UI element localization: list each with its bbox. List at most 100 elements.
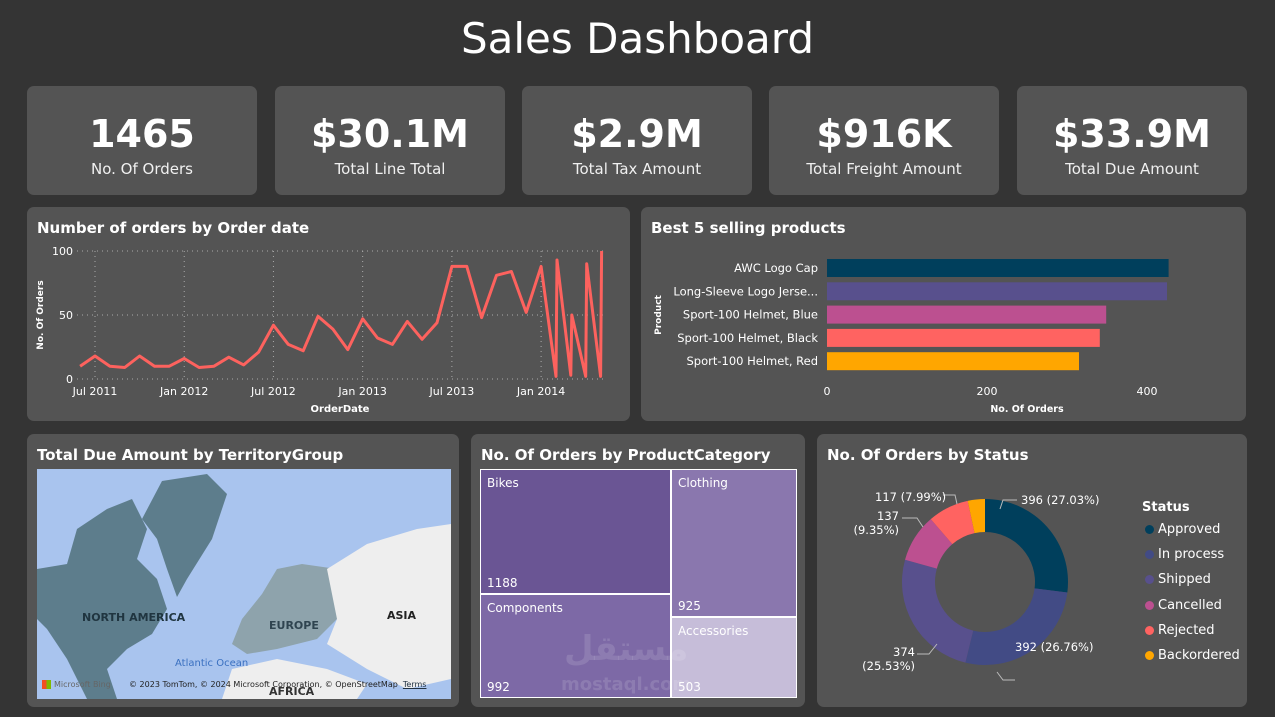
kpi-label: Total Freight Amount bbox=[806, 160, 962, 178]
y-tick-label: 100 bbox=[52, 245, 73, 258]
north-america-shape bbox=[37, 499, 167, 699]
map-label-europe: EUROPE bbox=[269, 619, 319, 632]
legend-item[interactable]: Approved bbox=[1145, 522, 1220, 537]
data-label-approved: 396 (27.03%) bbox=[1021, 493, 1100, 507]
legend-item[interactable]: Shipped bbox=[1145, 572, 1211, 587]
treemap-tile-components[interactable]: Components 992 bbox=[480, 594, 671, 698]
chart-title: Total Due Amount by TerritoryGroup bbox=[37, 446, 344, 464]
tile-value: 503 bbox=[678, 680, 701, 694]
legend-dot-icon bbox=[1145, 600, 1154, 610]
x-tick-label: 200 bbox=[977, 385, 998, 398]
map-label-north-america: NORTH AMERICA bbox=[82, 611, 186, 624]
donut-slice-cancelled bbox=[905, 519, 953, 569]
kpi-card-line-total: $30.1M Total Line Total bbox=[275, 86, 505, 195]
page-title: Sales Dashboard bbox=[460, 14, 814, 63]
bar bbox=[827, 352, 1079, 371]
data-label-shipped: 374 (25.53%) bbox=[862, 645, 915, 673]
leader-line bbox=[943, 494, 958, 505]
bing-brand-text: Microsoft Bing bbox=[54, 680, 111, 689]
europe-shape bbox=[232, 564, 337, 654]
data-label-in-process: 392 (26.76%) bbox=[1015, 640, 1094, 654]
leader-line bbox=[917, 643, 938, 655]
kpi-value: $30.1M bbox=[310, 112, 469, 156]
data-label-cancelled: 137 (9.35%) bbox=[853, 509, 899, 537]
asia-shape bbox=[327, 524, 451, 689]
legend-item[interactable]: In process bbox=[1145, 547, 1224, 562]
donut-slice-backordered bbox=[967, 499, 985, 534]
bing-logo: Microsoft Bing bbox=[42, 680, 111, 689]
y-axis-title: No. Of Orders bbox=[36, 280, 46, 349]
map-label-atlantic: Atlantic Ocean bbox=[175, 658, 248, 669]
donut-slice-in-process bbox=[965, 588, 1068, 665]
legend-label: Cancelled bbox=[1158, 597, 1222, 613]
category-label: Long-Sleeve Logo Jerse... bbox=[673, 284, 818, 298]
x-tick-label: 400 bbox=[1137, 385, 1158, 398]
y-tick-label: 50 bbox=[59, 309, 73, 322]
line-chart-panel[interactable]: Number of orders by Order date No. Of Or… bbox=[27, 207, 630, 421]
donut-slice-rejected bbox=[930, 500, 975, 545]
bar-chart: Product No. Of Orders 0 200 400 AWC Logo Ca… bbox=[654, 259, 1169, 415]
africa-shape bbox=[222, 659, 367, 699]
kpi-card-orders: 1465 No. Of Orders bbox=[27, 86, 257, 195]
bar bbox=[827, 282, 1167, 301]
x-tick-label: Jul 2013 bbox=[428, 385, 474, 398]
attribution-text[interactable]: © 2023 TomTom, © 2024 Microsoft Corporat… bbox=[129, 680, 398, 689]
kpi-label: Total Line Total bbox=[334, 160, 446, 178]
kpi-value: $916K bbox=[816, 112, 952, 156]
x-tick-label: Jul 2011 bbox=[72, 385, 118, 398]
tile-label: Components bbox=[487, 601, 563, 615]
map-canvas[interactable]: NORTH AMERICA EUROPE ASIA Atlantic Ocean… bbox=[37, 469, 451, 699]
legend-label: Approved bbox=[1158, 522, 1221, 537]
data-label-rejected: 117 (7.99%) bbox=[875, 490, 947, 504]
chart-title: No. Of Orders by ProductCategory bbox=[481, 446, 771, 464]
x-tick-label: Jul 2012 bbox=[250, 385, 296, 398]
treemap-tile-bikes[interactable]: Bikes 1188 bbox=[480, 469, 671, 594]
donut-chart-panel[interactable]: No. Of Orders by Status Status Approved I… bbox=[817, 434, 1247, 707]
y-tick-label: 0 bbox=[66, 373, 73, 386]
legend-dot-icon bbox=[1145, 651, 1154, 660]
chart-title: Best 5 selling products bbox=[651, 219, 846, 237]
x-tick-label: Jan 2014 bbox=[516, 385, 565, 398]
y-axis-title: Product bbox=[654, 294, 664, 334]
leader-line bbox=[999, 499, 1017, 510]
chart-title: Number of orders by Order date bbox=[37, 219, 310, 237]
kpi-card-due: $33.9M Total Due Amount bbox=[1017, 86, 1247, 195]
kpi-label: No. Of Orders bbox=[91, 160, 193, 178]
bar-chart-panel[interactable]: Best 5 selling products Product No. Of O… bbox=[641, 207, 1246, 421]
legend-dot-icon bbox=[1145, 625, 1154, 635]
x-tick-label: Jan 2012 bbox=[159, 385, 208, 398]
tile-label: Clothing bbox=[678, 476, 728, 490]
legend-item[interactable]: Rejected bbox=[1145, 623, 1215, 638]
legend-dot-icon bbox=[1145, 575, 1154, 585]
kpi-label: Total Due Amount bbox=[1065, 160, 1199, 178]
legend-title: Status bbox=[1142, 500, 1190, 515]
treemap-panel[interactable]: No. Of Orders by ProductCategory Bikes 11… bbox=[471, 434, 805, 707]
kpi-card-freight: $916K Total Freight Amount bbox=[769, 86, 999, 195]
donut-chart bbox=[902, 494, 1068, 681]
x-axis-title: No. Of Orders bbox=[990, 404, 1064, 415]
tile-value: 925 bbox=[678, 599, 701, 613]
legend-label: Rejected bbox=[1158, 622, 1215, 638]
map-panel[interactable]: Total Due Amount by TerritoryGroup NORTH… bbox=[27, 434, 459, 707]
category-label: Sport-100 Helmet, Blue bbox=[683, 308, 818, 322]
greenland-shape bbox=[142, 474, 227, 597]
terms-link[interactable]: Terms bbox=[402, 680, 427, 689]
bar bbox=[827, 328, 1100, 347]
kpi-value: $2.9M bbox=[571, 112, 703, 156]
x-axis-title: OrderDate bbox=[311, 404, 370, 415]
kpi-value: $33.9M bbox=[1052, 112, 1211, 156]
legend-item[interactable]: Backordered bbox=[1145, 648, 1240, 663]
kpi-label: Total Tax Amount bbox=[572, 160, 702, 178]
map-shapes: NORTH AMERICA EUROPE ASIA Atlantic Ocean… bbox=[37, 474, 451, 699]
tile-label: Accessories bbox=[678, 624, 749, 638]
treemap-tile-clothing[interactable]: Clothing 925 bbox=[671, 469, 797, 617]
treemap-tile-accessories[interactable]: Accessories 503 bbox=[671, 617, 797, 698]
legend-item[interactable]: Cancelled bbox=[1145, 598, 1222, 613]
map-label-africa: AFRICA bbox=[269, 685, 315, 698]
chart-title: No. Of Orders by Status bbox=[827, 446, 1029, 464]
category-label: Sport-100 Helmet, Black bbox=[677, 331, 818, 345]
series-line bbox=[79, 250, 604, 378]
map-label-asia: ASIA bbox=[387, 609, 417, 622]
legend-label: Shipped bbox=[1158, 572, 1211, 588]
legend-label: Backordered bbox=[1158, 648, 1240, 663]
